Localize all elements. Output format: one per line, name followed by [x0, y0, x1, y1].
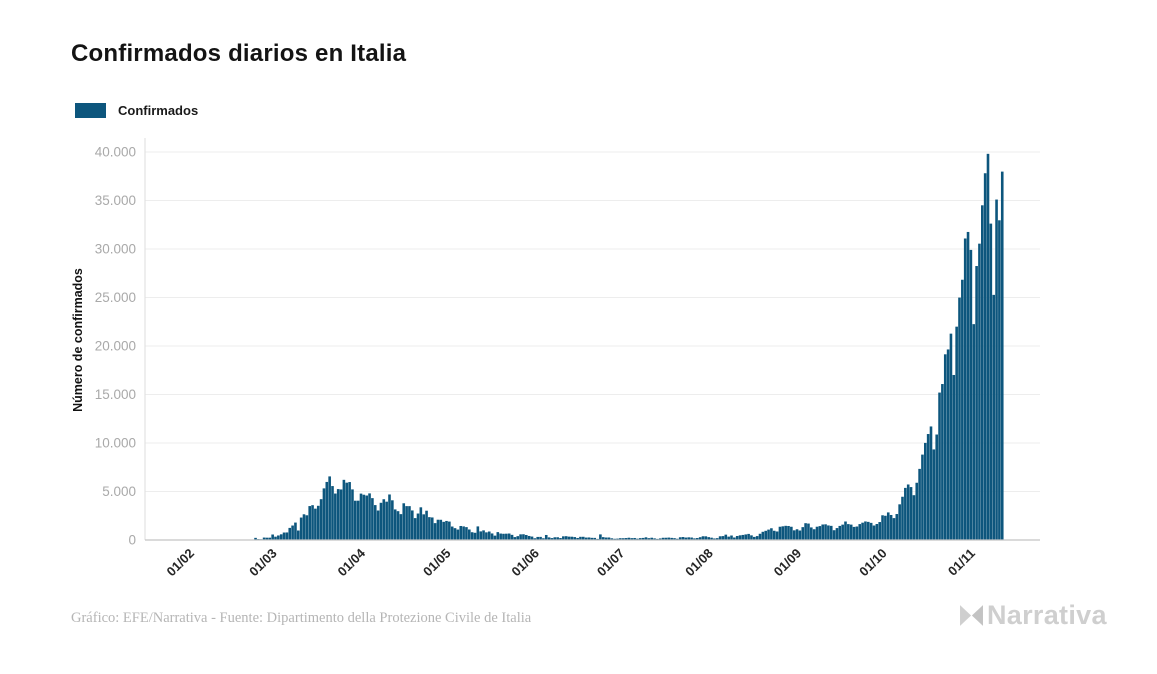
legend: Confirmados	[75, 103, 198, 118]
svg-text:Número de confirmados: Número de confirmados	[71, 268, 85, 412]
svg-text:01/04: 01/04	[335, 545, 369, 579]
daily-confirmed-bar-chart: 0 5.000 10.000 15.000 20.000 25.000 30.000 35.0…	[0, 130, 1157, 600]
svg-text:01/03: 01/03	[246, 546, 280, 580]
svg-text:01/06: 01/06	[508, 546, 542, 580]
svg-text:01/07: 01/07	[594, 546, 628, 580]
svg-text:01/10: 01/10	[856, 546, 890, 580]
svg-text:20.000: 20.000	[95, 339, 136, 354]
svg-text:0: 0	[128, 533, 136, 548]
legend-swatch-confirmados	[75, 103, 106, 118]
logo-text: Narrativa	[987, 600, 1107, 630]
svg-text:15.000: 15.000	[95, 387, 136, 402]
svg-text:01/05: 01/05	[420, 546, 454, 580]
svg-text:01/09: 01/09	[771, 546, 805, 580]
logo-n-icon	[960, 605, 983, 626]
svg-text:40.000: 40.000	[95, 145, 136, 160]
svg-text:01/08: 01/08	[682, 546, 716, 580]
svg-text:30.000: 30.000	[95, 242, 136, 257]
legend-label-confirmados: Confirmados	[118, 103, 199, 118]
svg-text:10.000: 10.000	[95, 436, 136, 451]
svg-text:01/02: 01/02	[164, 546, 198, 580]
narrativa-logo: Narrativa	[959, 600, 1107, 631]
svg-text:35.000: 35.000	[95, 193, 136, 208]
svg-text:25.000: 25.000	[95, 290, 136, 305]
page-title: Confirmados diarios en Italia	[71, 40, 407, 67]
chart-credit: Gráfico: EFE/Narrativa - Fuente: Diparti…	[71, 610, 532, 626]
svg-text:5.000: 5.000	[102, 484, 136, 499]
svg-text:01/11: 01/11	[945, 546, 978, 579]
